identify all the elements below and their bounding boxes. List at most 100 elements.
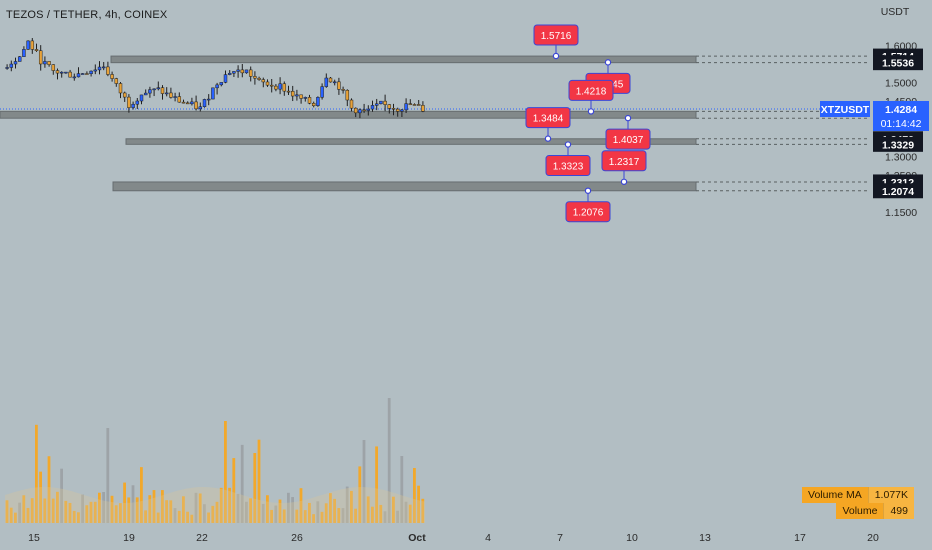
volume-bar: [375, 446, 378, 523]
support-resistance-zone: [110, 55, 697, 64]
volume-bar: [127, 497, 131, 523]
candle-bull: [135, 100, 140, 105]
candle-bull: [190, 101, 194, 105]
volume-bar: [51, 498, 55, 523]
price-tag-label: 1.2074: [882, 186, 914, 198]
volume-bar: [413, 468, 416, 523]
candle-bear: [349, 99, 354, 109]
volume-bar: [182, 496, 185, 523]
candle-bull: [236, 69, 240, 72]
x-tick-label: Oct: [408, 532, 426, 544]
volume-bar: [312, 514, 315, 523]
axis-unit-label: USDT: [881, 6, 910, 18]
volume-bar: [140, 467, 143, 523]
candle-bull: [366, 108, 371, 111]
current-price-label: 1.4284: [885, 104, 917, 116]
callout-label: 1.4218: [576, 86, 607, 97]
volume-bar: [417, 485, 420, 523]
price-tag: [873, 136, 923, 152]
price-tag-label: 1.5536: [882, 58, 914, 70]
candle-bear: [362, 109, 366, 111]
callout-label: 1.3484: [533, 114, 564, 125]
candle-bull: [232, 71, 236, 74]
price-callouts: 1.57161.55451.42181.40371.34841.33231.23…: [525, 24, 651, 223]
callout-label: 1.4037: [613, 135, 644, 146]
callout-box: [545, 155, 591, 177]
current-price-tag: [873, 100, 929, 131]
candle-bull: [148, 89, 152, 94]
candle-bear: [106, 66, 110, 75]
volume-bar: [345, 486, 349, 523]
callout-box: [568, 79, 614, 101]
volume-bar: [400, 456, 404, 523]
volume-bar: [282, 509, 286, 523]
callout-label: 1.3323: [553, 162, 584, 173]
y-tick-label: 1.3000: [885, 152, 917, 164]
candle-bull: [22, 49, 26, 57]
volume-bar: [152, 490, 156, 523]
candle-bear: [127, 96, 131, 108]
candle-bull: [278, 83, 282, 90]
callout-box: [565, 201, 611, 223]
price-tag: [873, 183, 923, 199]
volume-bar: [266, 495, 269, 523]
volume-bar: [245, 501, 248, 523]
candle-bear: [337, 81, 341, 90]
candle-bull: [303, 97, 308, 99]
callout-anchor-point: [624, 114, 632, 122]
candle-bull: [202, 99, 207, 108]
candle-bear: [248, 69, 253, 77]
volume-bar: [236, 493, 240, 523]
volume-bar: [77, 512, 80, 523]
candle-bear: [383, 100, 387, 105]
volume-bar: [35, 424, 38, 523]
candles: [5, 38, 425, 119]
support-resistance-zone: [0, 110, 697, 119]
candle-bear: [110, 74, 114, 79]
volume-bar: [329, 493, 332, 523]
volume-bar: [219, 487, 223, 523]
candle-bull: [374, 103, 379, 106]
candle-bear: [55, 70, 60, 74]
candle-bear: [181, 101, 186, 104]
candle-bull: [13, 61, 18, 65]
candle-bull: [316, 97, 320, 106]
candle-bear: [257, 77, 261, 80]
volume-bar: [274, 505, 278, 523]
volume-bar: [89, 501, 93, 523]
candle-bear: [114, 78, 119, 84]
volume-bar: [371, 506, 374, 523]
candle-bull: [244, 69, 249, 74]
candle-bull: [143, 92, 148, 96]
callout-box: [533, 24, 579, 46]
volume-bar: [68, 502, 72, 523]
volume-bar: [135, 497, 139, 523]
candle-bull: [227, 72, 232, 75]
volume-bar: [278, 499, 282, 523]
candle-bear: [290, 91, 295, 97]
volume-bar: [81, 494, 84, 523]
candle-bear: [395, 108, 400, 112]
volume-bar: [9, 507, 13, 523]
candle-bear: [253, 76, 257, 79]
x-tick-label: 10: [626, 532, 638, 544]
candle-bull: [206, 98, 211, 101]
candle-bull: [152, 88, 156, 91]
volume-legend: Volume 499: [836, 503, 914, 519]
volume-bar: [366, 496, 370, 523]
volume-bar: [39, 471, 42, 523]
candle-bull: [139, 94, 144, 102]
volume-bar: [224, 421, 227, 523]
candle-bull: [76, 73, 81, 78]
volume-bar: [131, 485, 135, 523]
y-tick-label: 1.5000: [885, 78, 917, 90]
volume-bar: [14, 512, 17, 523]
volume-bar: [186, 511, 189, 523]
candle-bear: [265, 81, 270, 86]
candle-bull: [173, 96, 177, 98]
volume-bar: [177, 510, 181, 523]
x-tick-label: 4: [485, 532, 491, 544]
candle-bear: [421, 105, 425, 112]
